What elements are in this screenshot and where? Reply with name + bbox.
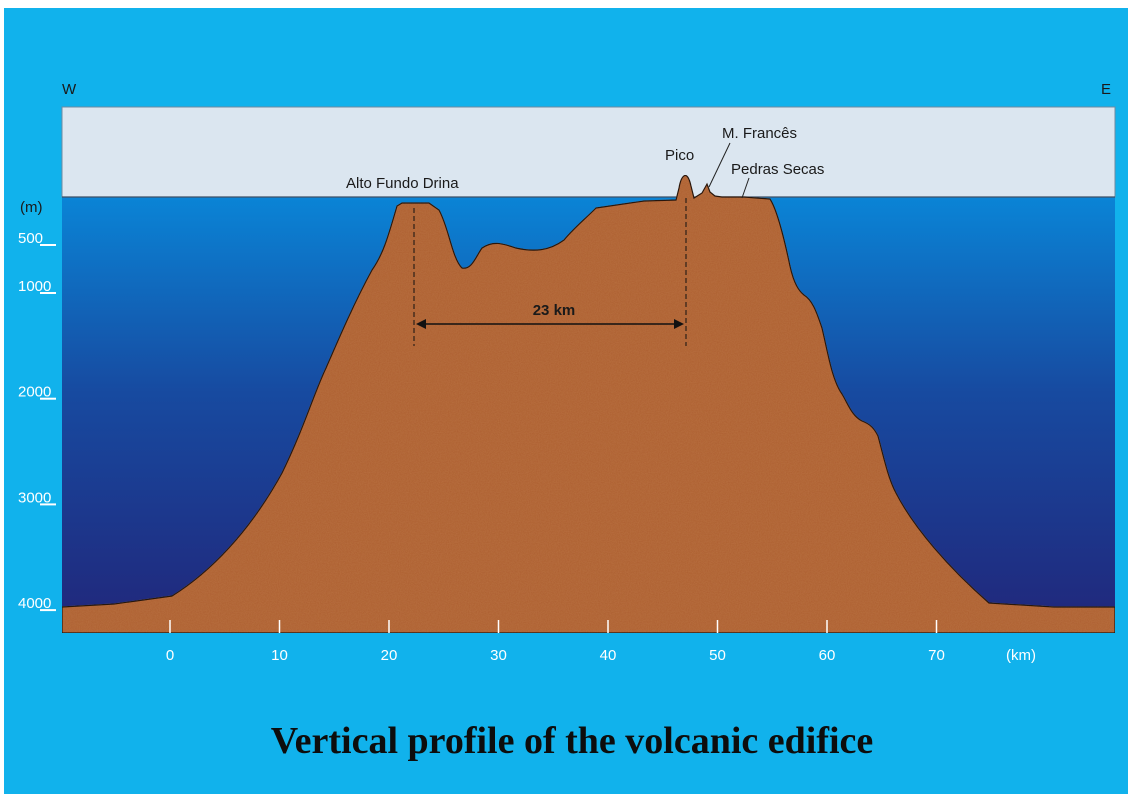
distance-tick-label: 70 <box>928 647 945 664</box>
distance-unit-label: (km) <box>1006 647 1036 664</box>
diagram-frame: 23 km Alto Fundo Drina Pico M. Francês P… <box>4 8 1128 794</box>
east-label: E <box>1101 81 1111 98</box>
distance-tick-label: 30 <box>490 647 507 664</box>
leader-pedras-secas <box>741 177 750 199</box>
west-label: W <box>62 81 77 98</box>
arrowhead-left <box>416 319 426 329</box>
distance-tick-label: 20 <box>381 647 398 664</box>
depth-tick-label: 2000 <box>18 384 51 401</box>
distance-tick-label: 0 <box>166 647 174 664</box>
sky-band <box>61 106 1116 198</box>
depth-tick-label: 1000 <box>18 278 51 295</box>
distance-label: 23 km <box>533 302 576 319</box>
volcanic-profile-diagram: 23 km Alto Fundo Drina Pico M. Francês P… <box>18 81 1116 762</box>
distance-axis: 0 10 20 30 40 50 60 70 <box>166 620 945 664</box>
depth-axis: 500 1000 2000 3000 4000 <box>18 230 56 612</box>
label-m-frances: M. Francês <box>722 125 797 142</box>
distance-tick-label: 40 <box>600 647 617 664</box>
label-pedras-secas: Pedras Secas <box>731 161 824 178</box>
depth-tick-label: 4000 <box>18 595 51 612</box>
depth-tick-label: 3000 <box>18 489 51 506</box>
distance-tick-label: 50 <box>709 647 726 664</box>
distance-tick-label: 60 <box>819 647 836 664</box>
label-pico: Pico <box>665 147 694 164</box>
leader-m-frances <box>708 142 731 188</box>
depth-unit-label: (m) <box>20 199 43 216</box>
depth-tick-label: 500 <box>18 230 43 247</box>
volcanic-edifice <box>61 174 1116 634</box>
diagram-title: Vertical profile of the volcanic edifice <box>271 720 874 762</box>
distance-tick-label: 10 <box>271 647 288 664</box>
arrowhead-right <box>674 319 684 329</box>
label-alto-fundo-drina: Alto Fundo Drina <box>346 175 459 192</box>
